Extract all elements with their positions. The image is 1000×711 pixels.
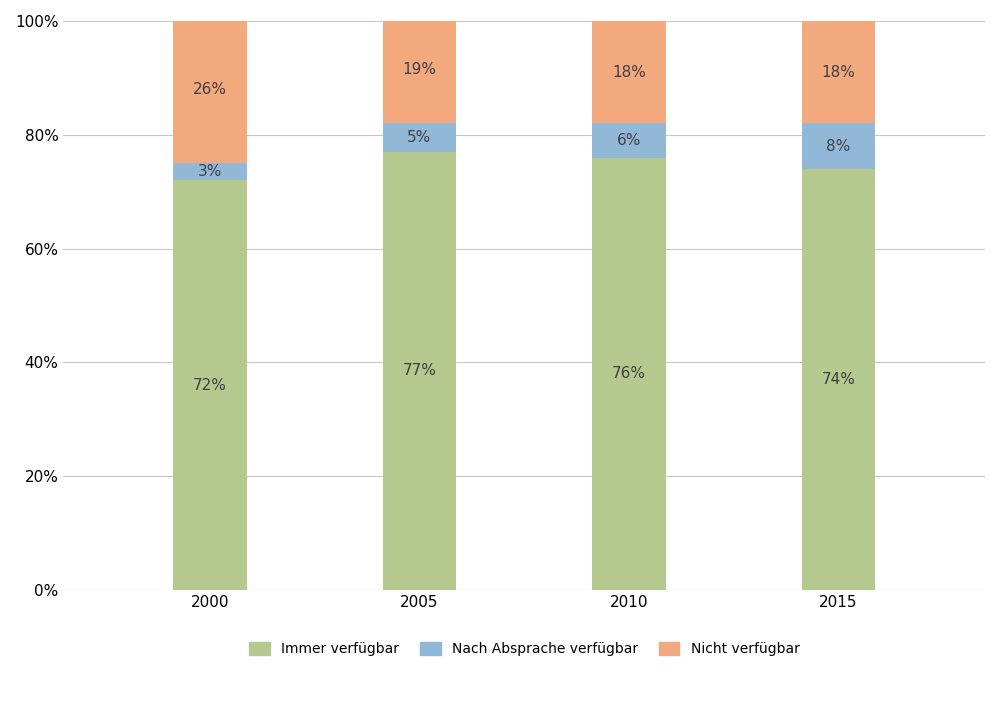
Bar: [592, 158, 666, 590]
Bar: [802, 21, 875, 124]
Text: 77%: 77%: [403, 363, 436, 378]
Bar: [592, 124, 666, 158]
Bar: [802, 124, 875, 169]
Legend: Immer verfügbar, Nach Absprache verfügbar, Nicht verfügbar: Immer verfügbar, Nach Absprache verfügba…: [243, 637, 805, 662]
Bar: [173, 16, 247, 164]
Text: 76%: 76%: [612, 366, 646, 381]
Text: 6%: 6%: [617, 133, 641, 148]
Bar: [383, 124, 456, 152]
Bar: [173, 181, 247, 590]
Text: 8%: 8%: [826, 139, 851, 154]
Bar: [383, 152, 456, 590]
Text: 18%: 18%: [821, 65, 855, 80]
Text: 5%: 5%: [407, 130, 432, 145]
Bar: [383, 16, 456, 124]
Text: 26%: 26%: [193, 82, 227, 97]
Bar: [802, 169, 875, 590]
Text: 3%: 3%: [198, 164, 222, 179]
Text: 74%: 74%: [821, 372, 855, 387]
Text: 18%: 18%: [612, 65, 646, 80]
Text: 19%: 19%: [402, 62, 436, 77]
Text: 72%: 72%: [193, 378, 227, 392]
Bar: [592, 21, 666, 124]
Bar: [173, 164, 247, 181]
